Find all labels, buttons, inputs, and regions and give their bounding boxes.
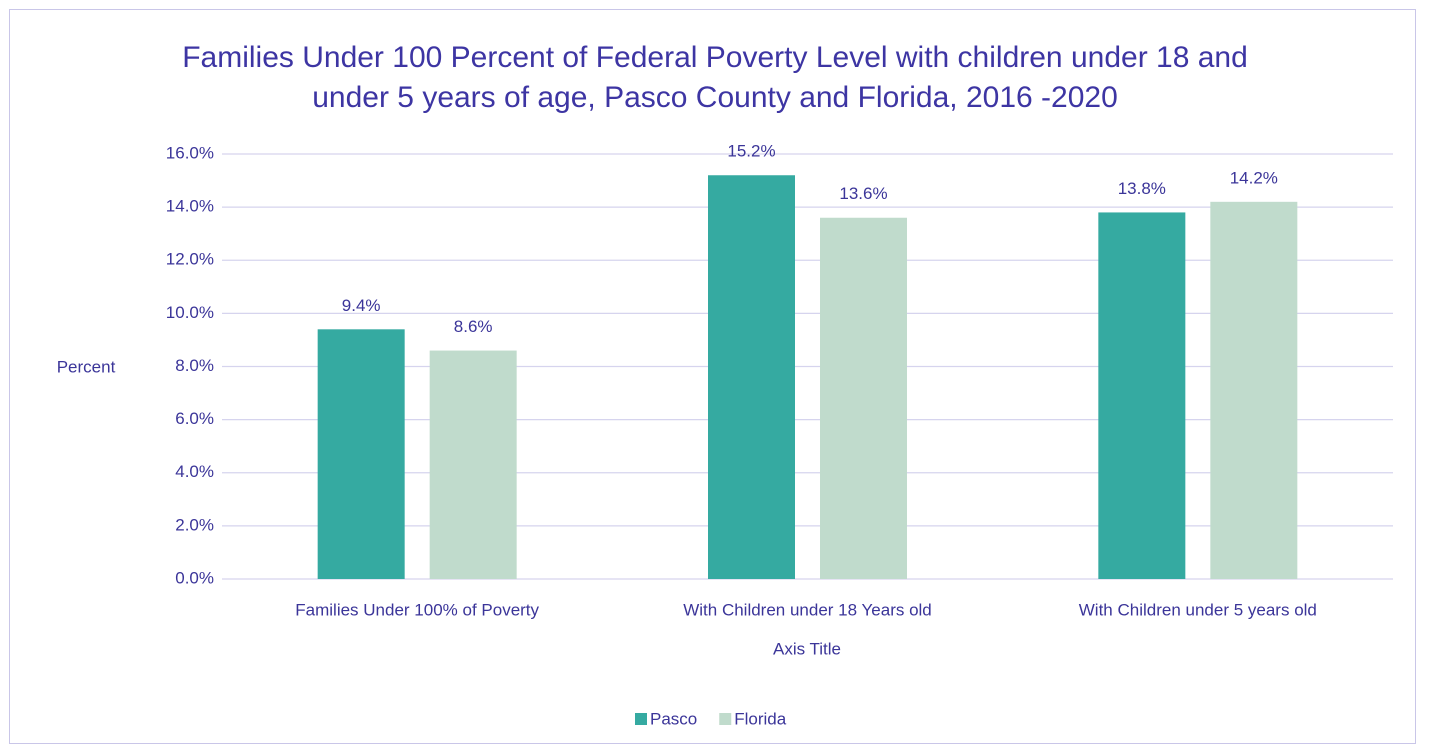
y-tick-label: 14.0% [166, 197, 214, 216]
y-tick-label: 8.0% [175, 356, 214, 375]
data-label: 13.6% [839, 184, 887, 203]
data-label: 13.8% [1118, 179, 1166, 198]
x-tick-label: Families Under 100% of Poverty [295, 600, 539, 619]
data-label: 8.6% [454, 317, 493, 336]
x-tick-label: With Children under 18 Years old [683, 600, 932, 619]
y-axis-label: Percent [57, 357, 116, 376]
x-axis-label: Axis Title [773, 639, 841, 658]
bar [708, 175, 795, 579]
bar [1210, 201, 1298, 579]
y-tick-label: 12.0% [166, 250, 214, 269]
bar [1098, 212, 1186, 579]
data-label: 9.4% [342, 296, 381, 315]
bar [429, 350, 517, 579]
bar [820, 217, 907, 579]
chart-title: Families Under 100 Percent of Federal Po… [182, 41, 1248, 114]
data-label: 14.2% [1230, 168, 1278, 187]
legend-label: Florida [734, 709, 787, 728]
y-tick-label: 6.0% [175, 409, 214, 428]
x-tick-label: With Children under 5 years old [1079, 600, 1317, 619]
y-tick-label: 10.0% [166, 303, 214, 322]
y-tick-label: 4.0% [175, 462, 214, 481]
y-tick-label: 2.0% [175, 515, 214, 534]
y-tick-label: 16.0% [166, 143, 214, 162]
legend-swatch [719, 713, 732, 725]
legend-label: Pasco [650, 709, 697, 728]
y-tick-label: 0.0% [175, 568, 214, 587]
data-label: 15.2% [727, 142, 775, 161]
legend-swatch [635, 713, 647, 725]
bar [317, 329, 405, 579]
chart-frame [9, 9, 1416, 744]
